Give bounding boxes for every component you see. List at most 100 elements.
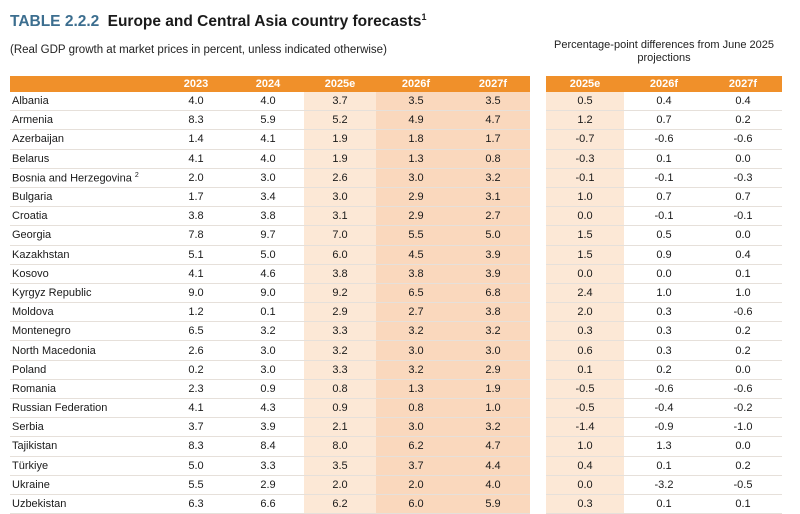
value-cell: 6.5 [376, 283, 456, 304]
value-cell: 3.7 [304, 92, 376, 112]
value-cell: 4.9 [376, 110, 456, 131]
diff-cell: -3.2 [624, 475, 704, 495]
table-row: Bulgaria 1.7 3.4 3.0 2.9 3.1 [10, 187, 530, 208]
differences-header-row: 2025e 2026f 2027f [546, 76, 782, 92]
diff-cell: 0.0 [546, 264, 624, 284]
table-row: Romania 2.3 0.9 0.8 1.3 1.9 [10, 379, 530, 400]
value-cell: 5.5 [376, 225, 456, 246]
value-cell: 3.4 [232, 187, 304, 208]
value-cell: 3.9 [456, 245, 530, 265]
country-name: Romania [12, 382, 57, 395]
diff-cell: 0.9 [624, 245, 704, 265]
diff-cell: -0.6 [704, 129, 782, 150]
diff-cell: 1.5 [546, 225, 624, 246]
column-header: 2023 [160, 76, 232, 92]
value-cell: 9.0 [232, 283, 304, 304]
country-name: North Macedonia [12, 344, 96, 357]
diff-row: 1.0 0.7 0.7 [546, 187, 782, 208]
value-cell: 3.0 [232, 168, 304, 188]
diff-cell: -0.5 [546, 398, 624, 419]
value-cell: 3.9 [456, 264, 530, 284]
country-name: Tajikistan [12, 440, 58, 453]
value-cell: 3.2 [376, 321, 456, 342]
diff-cell: 0.0 [546, 206, 624, 227]
value-cell: 3.2 [304, 340, 376, 361]
value-cell: 3.7 [160, 417, 232, 438]
value-cell: 1.3 [376, 379, 456, 400]
diff-row: -0.1 -0.1 -0.3 [546, 168, 782, 188]
diff-row: -0.5 -0.6 -0.6 [546, 379, 782, 400]
diff-cell: 2.0 [546, 302, 624, 323]
value-cell: 6.0 [304, 245, 376, 265]
value-cell: 1.3 [376, 149, 456, 169]
diff-row: 0.6 0.3 0.2 [546, 340, 782, 361]
value-cell: 3.3 [232, 456, 304, 476]
diff-cell: -0.5 [704, 475, 782, 495]
diff-cell: 0.0 [704, 225, 782, 246]
country-name: Croatia [12, 210, 48, 223]
diff-cell: 0.3 [624, 340, 704, 361]
column-header: 2027f [456, 76, 530, 92]
forecast-header-row: 2023 2024 2025e 2026f 2027f [10, 76, 530, 92]
value-cell: 3.0 [232, 360, 304, 380]
value-cell: 3.2 [456, 168, 530, 188]
value-cell: 3.8 [160, 206, 232, 227]
value-cell: 0.8 [304, 379, 376, 400]
value-cell: 2.0 [160, 168, 232, 188]
value-cell: 6.3 [160, 494, 232, 514]
country-name: Albania [12, 95, 49, 108]
value-cell: 6.2 [376, 436, 456, 457]
value-cell: 0.8 [456, 149, 530, 169]
country-footnote-marker: 2 [134, 171, 139, 179]
value-cell: 5.0 [232, 245, 304, 265]
column-header: 2026f [376, 76, 456, 92]
value-cell: 4.7 [456, 436, 530, 457]
diff-column-header: 2027f [704, 76, 782, 92]
country-cell: Tajikistan [10, 436, 160, 457]
diff-cell: -1.4 [546, 417, 624, 438]
diff-cell: 0.0 [704, 360, 782, 380]
value-cell: 3.8 [304, 264, 376, 284]
table-row: Armenia 8.3 5.9 5.2 4.9 4.7 [10, 110, 530, 131]
diff-cell: 0.7 [624, 110, 704, 131]
value-cell: 3.0 [304, 187, 376, 208]
value-cell: 8.0 [304, 436, 376, 457]
table-row: Azerbaijan 1.4 4.1 1.9 1.8 1.7 [10, 129, 530, 150]
diff-cell: -1.0 [704, 417, 782, 438]
diff-cell: 0.3 [624, 302, 704, 323]
diff-cell: 0.5 [624, 225, 704, 246]
diff-row: 1.2 0.7 0.2 [546, 110, 782, 131]
diff-cell: -0.5 [546, 379, 624, 400]
table-row: Türkiye 5.0 3.3 3.5 3.7 4.4 [10, 456, 530, 476]
diff-row: 0.0 -0.1 -0.1 [546, 206, 782, 227]
diff-cell: -0.6 [704, 302, 782, 323]
value-cell: 3.0 [456, 340, 530, 361]
value-cell: 2.6 [304, 168, 376, 188]
country-cell: Türkiye [10, 456, 160, 476]
value-cell: 9.0 [160, 283, 232, 304]
value-cell: 3.3 [304, 360, 376, 380]
diff-cell: 0.0 [546, 475, 624, 495]
diff-cell: 1.0 [546, 436, 624, 457]
country-name: Armenia [12, 114, 53, 127]
value-cell: 8.4 [232, 436, 304, 457]
table-row: Kosovo 4.1 4.6 3.8 3.8 3.9 [10, 264, 530, 284]
value-cell: 1.0 [456, 398, 530, 419]
diff-cell: 0.0 [704, 149, 782, 169]
value-cell: 0.9 [232, 379, 304, 400]
country-name: Russian Federation [12, 402, 108, 415]
value-cell: 4.4 [456, 456, 530, 476]
value-cell: 4.5 [376, 245, 456, 265]
value-cell: 3.8 [456, 302, 530, 323]
value-cell: 3.3 [304, 321, 376, 342]
table-row: North Macedonia 2.6 3.0 3.2 3.0 3.0 [10, 340, 530, 361]
country-cell: Kazakhstan [10, 245, 160, 265]
diff-cell: 0.2 [704, 321, 782, 342]
value-cell: 5.5 [160, 475, 232, 495]
diff-row: 0.4 0.1 0.2 [546, 456, 782, 476]
country-cell: Uzbekistan [10, 494, 160, 514]
value-cell: 3.2 [376, 360, 456, 380]
value-cell: 3.5 [456, 92, 530, 112]
value-cell: 2.9 [232, 475, 304, 495]
table-row: Uzbekistan 6.3 6.6 6.2 6.0 5.9 [10, 494, 530, 514]
